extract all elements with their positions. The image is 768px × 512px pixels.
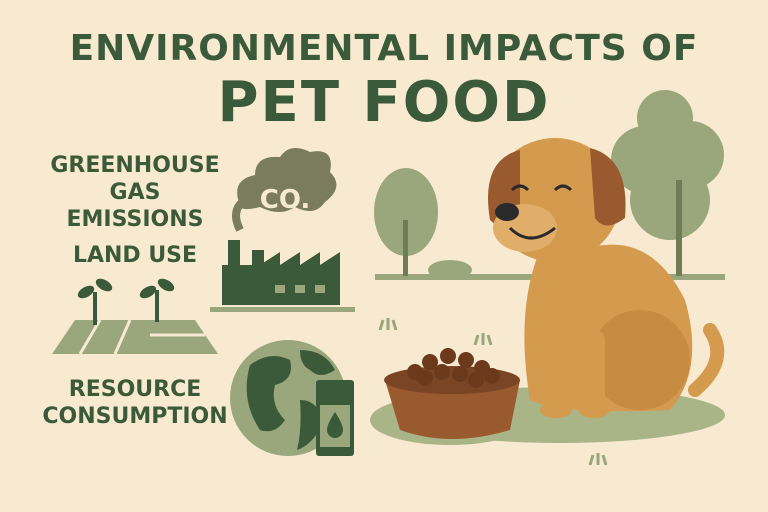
- label-greenhouse-line1: GREENHOUSE: [50, 153, 220, 178]
- farmland-sprouts-icon: [52, 278, 218, 355]
- title-line-2: PET FOOD: [217, 70, 551, 135]
- co2-text: CO.: [260, 185, 311, 215]
- label-greenhouse-line2: GAS EMISSIONS: [66, 180, 204, 232]
- label-resource: RESOURCE CONSUMPTION: [40, 376, 230, 430]
- factory-co2-icon: CO.: [210, 148, 355, 312]
- ground-patch: [395, 387, 725, 443]
- label-greenhouse: GREENHOUSE GAS EMISSIONS: [40, 152, 230, 233]
- dog-illustration: [488, 138, 725, 418]
- globe-oil-can-icon: [230, 340, 354, 456]
- label-land-use: LAND USE: [72, 243, 198, 268]
- label-resource-line2: CONSUMPTION: [42, 404, 228, 429]
- grass-tufts: [378, 318, 608, 466]
- pet-food-bowl: [370, 348, 530, 445]
- label-resource-line1: RESOURCE: [68, 377, 202, 402]
- title-line-1: ENVIRONMENTAL IMPACTS OF: [69, 28, 699, 69]
- small-tree-icon: [374, 168, 438, 276]
